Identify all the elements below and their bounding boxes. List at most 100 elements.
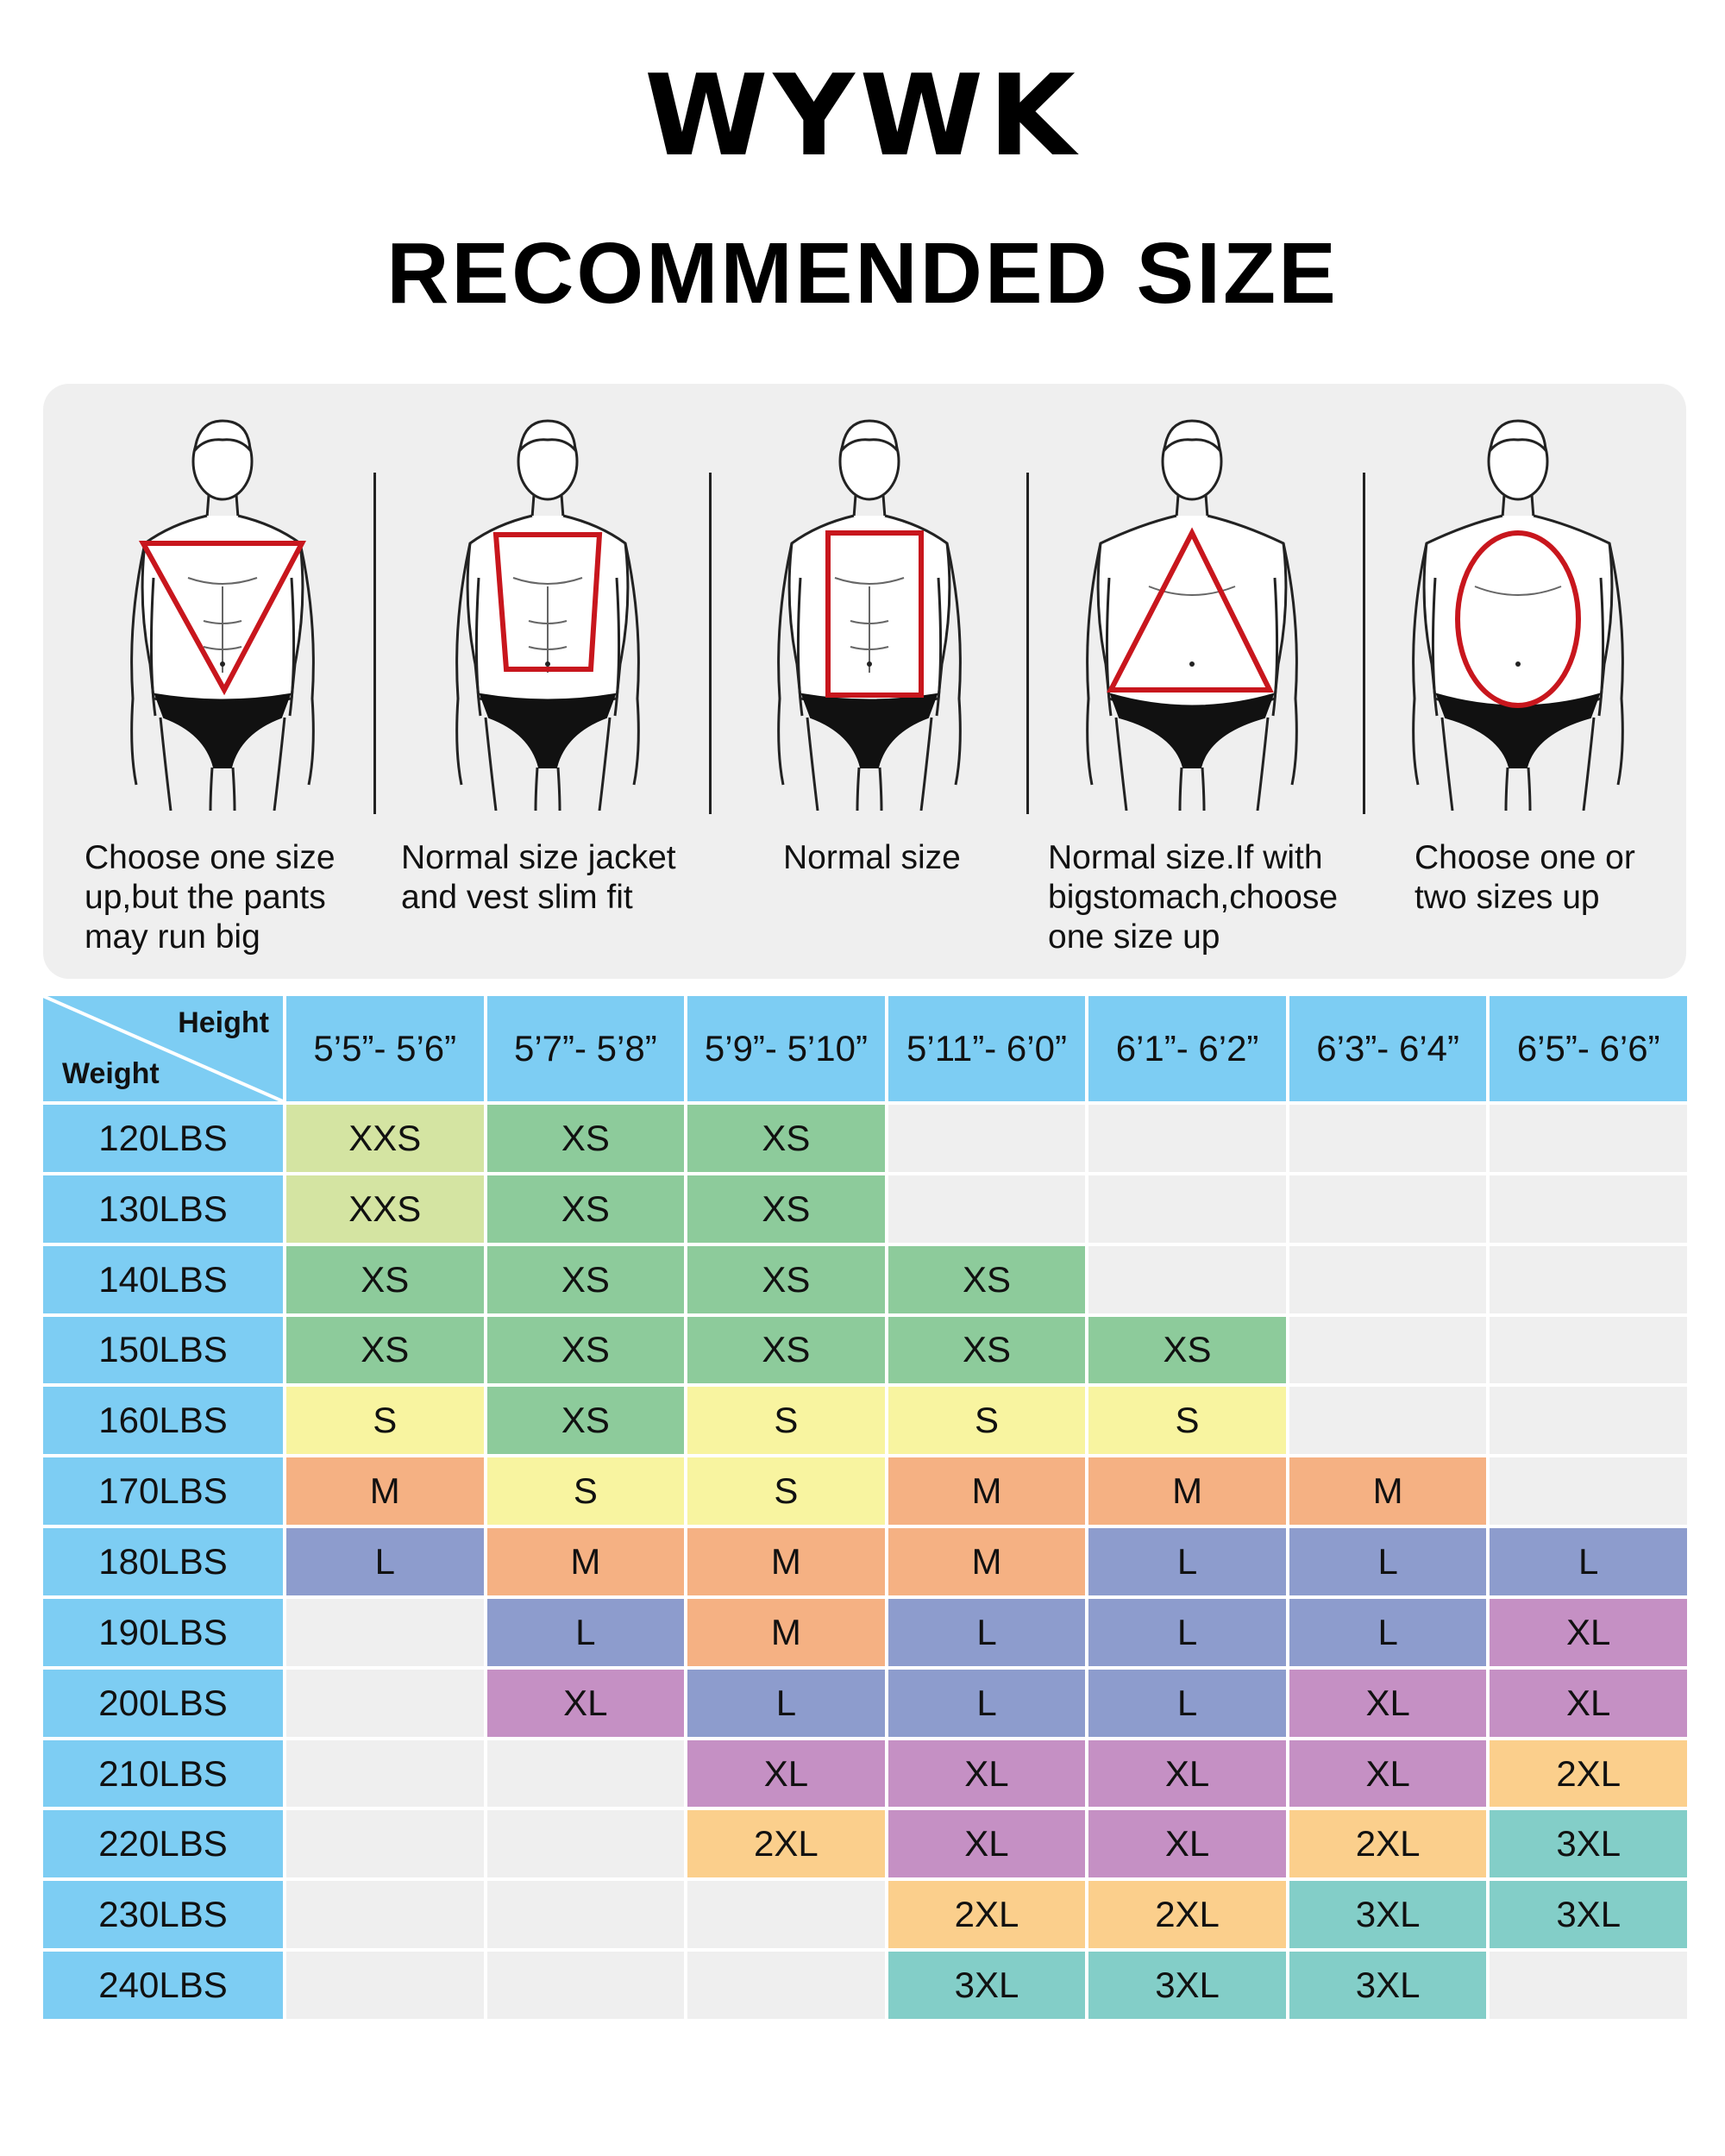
size-cell: XL (486, 1669, 685, 1737)
body-type-figure (749, 405, 990, 811)
weight-header: 190LBS (43, 1598, 283, 1666)
size-cell: L (1289, 1528, 1487, 1595)
height-header: 5’5”- 5’6” (286, 996, 484, 1101)
body-figure-oval (1412, 419, 1624, 811)
size-cell: S (286, 1387, 484, 1455)
height-header: 5’9”- 5’10” (687, 996, 885, 1101)
caption-line: two sizes up (1414, 879, 1600, 916)
figure-divider (373, 473, 376, 814)
caption-line: may run big (85, 918, 260, 956)
size-cell: L (687, 1669, 885, 1737)
empty-size-cell (1088, 1105, 1286, 1172)
empty-size-cell (1490, 1387, 1687, 1455)
empty-size-cell (1490, 1457, 1687, 1526)
size-cell: 2XL (888, 1881, 1086, 1949)
empty-size-cell (486, 1739, 685, 1808)
height-header: 5’11”- 6’0” (888, 996, 1086, 1101)
empty-size-cell (1289, 1245, 1487, 1313)
brand-title: WYWK (644, 50, 1081, 181)
body-figure-trapezoid (455, 419, 640, 811)
size-cell: M (1088, 1457, 1286, 1526)
size-chart-table: Height Weight 5’5”- 5’6” 5’7”- 5’8” 5’9”- … (43, 996, 1687, 2019)
size-cell: L (888, 1598, 1086, 1666)
size-cell: S (687, 1457, 885, 1526)
size-cell: M (888, 1457, 1086, 1526)
weight-header: 210LBS (43, 1739, 283, 1808)
caption-line: Normal size.If with (1048, 839, 1323, 876)
size-cell: XS (486, 1105, 685, 1172)
size-cell: XS (888, 1316, 1086, 1384)
figure-divider (1363, 473, 1365, 814)
weight-header: 150LBS (43, 1316, 283, 1384)
page-title: RECOMMENDED SIZE (386, 225, 1339, 322)
weight-header: 200LBS (43, 1669, 283, 1737)
size-cell: XL (687, 1739, 885, 1808)
table-corner-header: Height Weight (43, 996, 283, 1101)
corner-height-label: Height (178, 1006, 269, 1039)
empty-size-cell (1289, 1105, 1487, 1172)
empty-size-cell (286, 1952, 484, 2019)
body-figure-inverted-triangle (130, 419, 315, 811)
body-figure-rectangle (777, 419, 962, 811)
size-cell: XL (1088, 1739, 1286, 1808)
empty-size-cell (1490, 1175, 1687, 1243)
size-cell: 3XL (1289, 1952, 1487, 2019)
size-cell: M (687, 1598, 885, 1666)
size-cell: L (486, 1598, 685, 1666)
weight-header: 220LBS (43, 1810, 283, 1878)
empty-size-cell (1289, 1387, 1487, 1455)
empty-size-cell (1490, 1952, 1687, 2019)
caption-line: Choose one or (1414, 839, 1635, 876)
empty-size-cell (1289, 1316, 1487, 1384)
empty-size-cell (286, 1598, 484, 1666)
body-type-caption: Normal size.If with bigstomach,choose one … (1048, 838, 1338, 957)
body-type-figure (102, 405, 343, 811)
empty-size-cell (888, 1175, 1086, 1243)
caption-line: Choose one size (85, 839, 336, 876)
empty-size-cell (286, 1881, 484, 1949)
corner-weight-label: Weight (62, 1057, 160, 1090)
caption-line: one size up (1048, 918, 1220, 956)
weight-header: 240LBS (43, 1952, 283, 2019)
weight-header: 170LBS (43, 1457, 283, 1526)
shape-outline-oval (1455, 530, 1581, 708)
size-cell: L (1490, 1528, 1687, 1595)
shape-outline-inverted-triangle (138, 541, 306, 696)
size-cell: XXS (286, 1105, 484, 1172)
height-header: 5’7”- 5’8” (486, 996, 685, 1101)
body-figure-triangle (1086, 419, 1298, 811)
size-cell: L (1088, 1598, 1286, 1666)
size-cell: S (888, 1387, 1086, 1455)
size-cell: XL (1289, 1739, 1487, 1808)
weight-header: 140LBS (43, 1245, 283, 1313)
empty-size-cell (486, 1952, 685, 2019)
caption-line: Normal size (783, 839, 961, 876)
body-type-figure (1071, 405, 1313, 811)
size-cell: XL (1490, 1669, 1687, 1737)
size-cell: XS (286, 1316, 484, 1384)
shape-outline-rectangle (825, 530, 924, 698)
size-cell: XL (1490, 1598, 1687, 1666)
size-cell: XS (687, 1316, 885, 1384)
size-cell: XS (286, 1245, 484, 1313)
body-type-figure (1397, 405, 1639, 811)
caption-line: up,but the pants (85, 879, 326, 916)
size-cell: 2XL (1088, 1881, 1286, 1949)
size-cell: XS (888, 1245, 1086, 1313)
empty-size-cell (1289, 1175, 1487, 1243)
empty-size-cell (486, 1881, 685, 1949)
size-cell: M (1289, 1457, 1487, 1526)
height-header: 6’1”- 6’2” (1088, 996, 1286, 1101)
body-type-caption: Normal size (783, 838, 961, 878)
empty-size-cell (1490, 1316, 1687, 1384)
body-type-caption: Choose one size up,but the pants may run b… (85, 838, 336, 957)
size-cell: 3XL (1490, 1810, 1687, 1878)
size-cell: M (486, 1528, 685, 1595)
empty-size-cell (1490, 1105, 1687, 1172)
caption-line: bigstomach,choose (1048, 879, 1339, 916)
empty-size-cell (687, 1881, 885, 1949)
size-cell: 3XL (1490, 1881, 1687, 1949)
size-cell: XL (888, 1739, 1086, 1808)
weight-header: 160LBS (43, 1387, 283, 1455)
weight-header: 180LBS (43, 1528, 283, 1595)
